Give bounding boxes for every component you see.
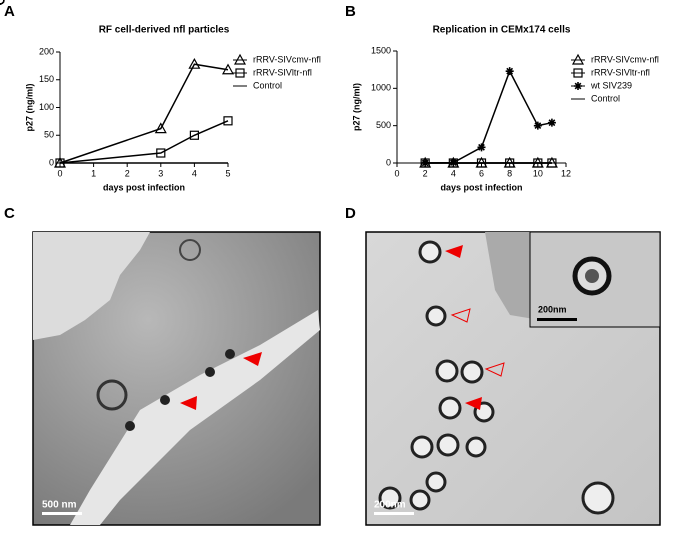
x-tick-label: 2 bbox=[423, 168, 428, 178]
x-tick-label: 8 bbox=[507, 168, 512, 178]
x-tick-label: 6 bbox=[479, 168, 484, 178]
x-axis-label: days post infection bbox=[103, 182, 185, 192]
marker bbox=[188, 57, 201, 69]
series-line bbox=[425, 69, 553, 164]
marker bbox=[156, 148, 166, 158]
legend-label: rRRV-SIVltr-nfl bbox=[253, 67, 312, 77]
marker bbox=[571, 53, 585, 65]
legend-label: Control bbox=[591, 93, 620, 103]
x-tick-label: 0 bbox=[57, 168, 62, 178]
marker bbox=[573, 68, 583, 78]
y-tick-label: 0 bbox=[386, 157, 391, 167]
scale-bar-label: 200nm bbox=[374, 500, 406, 511]
micrograph-d: 200nm 200nm bbox=[365, 231, 661, 526]
x-tick-label: 2 bbox=[125, 168, 130, 178]
marker bbox=[505, 67, 514, 76]
legend-label: rRRV-SIVcmv-nfl bbox=[591, 54, 659, 64]
y-tick-label: 100 bbox=[39, 102, 54, 112]
marker bbox=[221, 63, 235, 75]
marker bbox=[477, 143, 486, 152]
series-line bbox=[59, 120, 229, 164]
x-tick-label: 1 bbox=[91, 168, 96, 178]
series-line bbox=[59, 63, 229, 164]
micrograph-c: 500 nm bbox=[32, 231, 321, 526]
y-tick-label: 500 bbox=[376, 120, 391, 130]
y-axis-label: p27 (ng/ml) bbox=[24, 83, 34, 131]
y-tick-label: 1000 bbox=[371, 83, 391, 93]
panel-label: C bbox=[4, 205, 15, 222]
marker bbox=[574, 82, 582, 90]
legend-label: rRRV-SIVcmv-nfl bbox=[253, 54, 321, 64]
x-tick-label: 12 bbox=[561, 168, 571, 178]
marker bbox=[233, 53, 247, 65]
x-tick-label: 0 bbox=[394, 168, 399, 178]
x-tick-label: 3 bbox=[158, 168, 163, 178]
legend-label: wt SIV239 bbox=[590, 80, 632, 90]
marker bbox=[547, 118, 556, 127]
marker bbox=[533, 121, 542, 130]
marker bbox=[189, 130, 199, 140]
legend-label: rRRV-SIVltr-nfl bbox=[591, 67, 650, 77]
x-axis-label: days post infection bbox=[440, 182, 522, 192]
x-tick-label: 5 bbox=[225, 168, 230, 178]
y-axis-label: p27 (ng/ml) bbox=[351, 83, 361, 131]
panel-label: A bbox=[4, 3, 15, 20]
inset-scale-bar-label: 200nm bbox=[538, 304, 567, 314]
chart-title: RF cell-derived nfl particles bbox=[99, 25, 230, 36]
y-tick-label: 200 bbox=[39, 46, 54, 56]
x-tick-label: 10 bbox=[533, 168, 543, 178]
x-tick-label: 4 bbox=[192, 168, 197, 178]
legend-label: Control bbox=[253, 80, 282, 90]
y-tick-label: 1500 bbox=[371, 45, 391, 55]
chart-title: Replication in CEMx174 cells bbox=[433, 25, 571, 36]
marker bbox=[223, 116, 233, 126]
marker bbox=[154, 122, 167, 134]
scale-bar-label: 500 nm bbox=[42, 500, 77, 511]
y-tick-label: 150 bbox=[39, 74, 54, 84]
panel-label: B bbox=[345, 3, 356, 20]
y-tick-label: 50 bbox=[44, 130, 54, 140]
x-tick-label: 4 bbox=[451, 168, 456, 178]
y-tick-label: 0 bbox=[49, 157, 54, 167]
panel-label: D bbox=[345, 205, 356, 222]
marker bbox=[235, 68, 245, 78]
